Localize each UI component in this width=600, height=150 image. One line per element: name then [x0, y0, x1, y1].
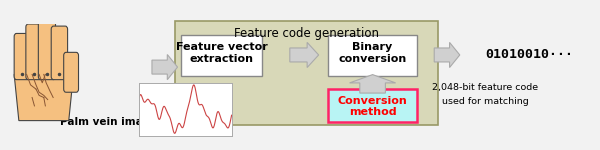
Text: Binary: Binary [352, 42, 393, 52]
Polygon shape [290, 42, 319, 68]
FancyBboxPatch shape [181, 35, 262, 76]
FancyBboxPatch shape [51, 26, 68, 80]
Polygon shape [350, 75, 395, 93]
Text: Conversion: Conversion [338, 96, 407, 106]
Text: Palm vein image: Palm vein image [60, 117, 158, 127]
FancyBboxPatch shape [64, 52, 79, 92]
Text: conversion: conversion [338, 54, 407, 64]
Text: 01010010···: 01010010··· [485, 48, 573, 62]
FancyBboxPatch shape [175, 21, 438, 125]
Text: used for matching: used for matching [442, 97, 529, 106]
Text: extraction: extraction [190, 54, 253, 64]
Text: Feature vector: Feature vector [176, 42, 268, 52]
Polygon shape [434, 42, 460, 68]
FancyBboxPatch shape [328, 35, 417, 76]
FancyBboxPatch shape [328, 89, 417, 122]
FancyBboxPatch shape [26, 24, 43, 80]
FancyBboxPatch shape [38, 21, 56, 80]
FancyBboxPatch shape [14, 33, 30, 80]
Text: method: method [349, 107, 397, 117]
Polygon shape [14, 74, 73, 121]
Text: 2,048-bit feature code: 2,048-bit feature code [432, 83, 538, 92]
Polygon shape [152, 54, 178, 80]
Text: Feature code generation: Feature code generation [233, 27, 379, 40]
